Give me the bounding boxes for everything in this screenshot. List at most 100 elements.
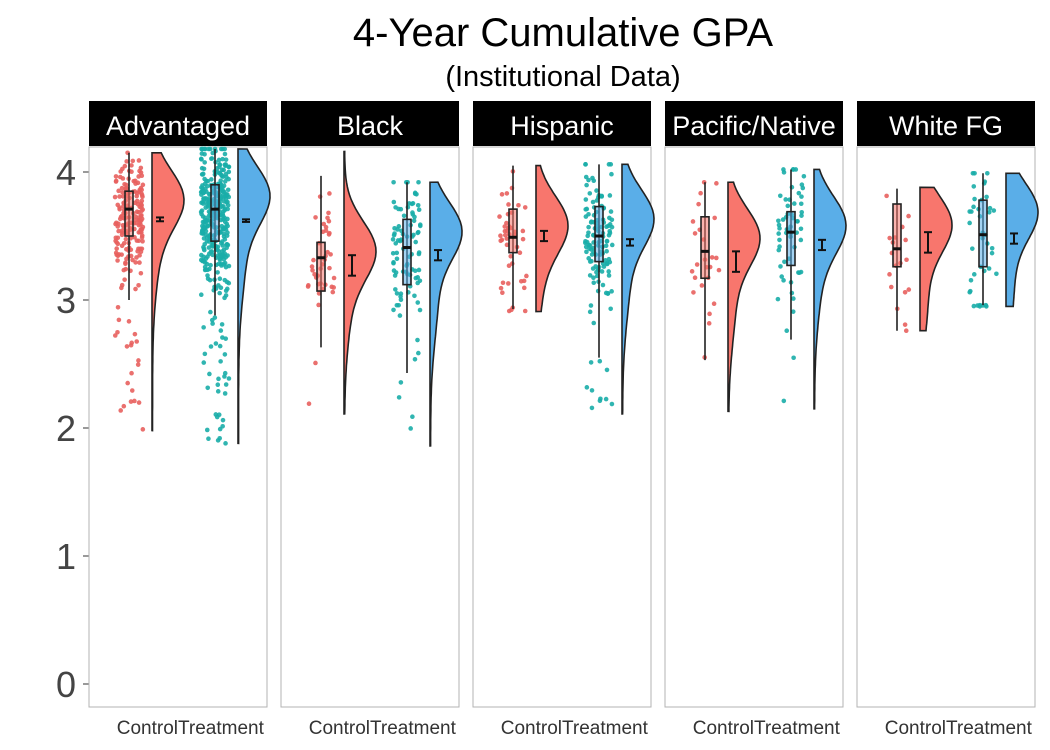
raw-point [220,174,226,179]
facet-strip [89,101,267,146]
raw-point [120,190,125,195]
raw-point [316,291,322,296]
raw-point [504,242,510,248]
raw-point [415,300,421,305]
raw-point [123,236,129,242]
raw-point [971,272,977,277]
raw-point [223,224,228,230]
raw-point [712,215,717,221]
raw-point [522,308,528,314]
raw-point [326,210,331,216]
raw-point [206,245,212,250]
raw-point [128,399,134,404]
raw-point [413,239,419,245]
y-tick-label: 4 [56,152,76,193]
raw-point [409,201,415,207]
raw-point [587,191,593,196]
raw-point [222,146,228,152]
raw-point [608,209,614,214]
raw-point [201,246,207,252]
raw-point [201,360,207,365]
raw-point [591,280,597,286]
raw-point [391,260,396,265]
raw-point [777,237,782,243]
raw-point [218,359,223,364]
raw-point [970,246,975,251]
raw-point [119,252,124,257]
raw-point [416,350,421,356]
raw-point [586,177,591,183]
raw-point [122,182,127,187]
raw-point [600,282,606,288]
raw-point [587,309,593,315]
raw-point [199,252,204,258]
raw-point [707,311,712,317]
raw-point [217,276,223,282]
half-violin [1005,172,1039,308]
raw-point [390,237,396,242]
raw-point [604,248,609,254]
raw-point [967,289,973,295]
raw-point [398,291,404,296]
raw-point [224,245,229,251]
box-iqr [124,190,134,237]
raw-point [202,242,207,247]
raw-point [202,176,207,182]
raw-point [520,236,526,242]
raw-point [609,242,615,248]
raw-point [201,198,206,203]
raw-point [609,401,615,407]
raw-point [412,293,417,299]
raw-point [225,187,231,193]
raw-point [136,189,142,194]
facet-strip-label: White FG [889,111,1003,141]
raw-point [320,229,326,235]
raw-point [775,296,781,302]
raw-point [418,223,423,229]
raw-point [208,262,213,268]
raw-point [223,441,228,446]
raw-point [204,261,210,267]
y-axis: 0 1 2 3 4 [56,152,89,705]
raw-point [131,178,137,184]
raw-point [606,269,611,274]
raw-point [132,398,137,404]
raw-point [416,251,422,257]
raw-point [709,255,715,260]
raw-point [138,270,144,276]
raw-point [135,362,141,367]
raw-point [205,276,211,282]
box-iqr [594,205,604,263]
raw-point [201,189,207,194]
raw-point [217,164,222,170]
raw-point [199,151,205,156]
raw-point [986,210,992,215]
raw-point [223,157,229,162]
raw-point [524,273,529,279]
y-tick-label: 2 [56,408,76,449]
box-iqr [210,184,220,242]
raw-point [987,205,993,211]
raw-point [412,268,418,274]
raw-point [203,232,209,238]
raw-point [217,290,222,296]
raw-point [221,262,227,267]
raw-point [112,194,118,200]
raw-point [201,258,207,264]
raw-point [498,238,504,244]
facet-panel: White FG Control Treatment [856,101,1039,739]
raw-point [198,292,204,298]
raw-point [129,388,135,393]
raw-point [134,339,140,344]
raw-point [117,205,122,210]
raw-point [313,215,318,220]
raw-point [129,370,134,376]
raw-point [310,268,315,273]
raw-point [415,275,421,280]
raw-point [604,224,609,230]
raw-point [112,333,118,338]
raw-point [397,313,403,318]
raw-point [134,209,140,215]
raw-point [209,156,214,162]
facet-panel: Hispanic Control Treatment [472,101,655,739]
